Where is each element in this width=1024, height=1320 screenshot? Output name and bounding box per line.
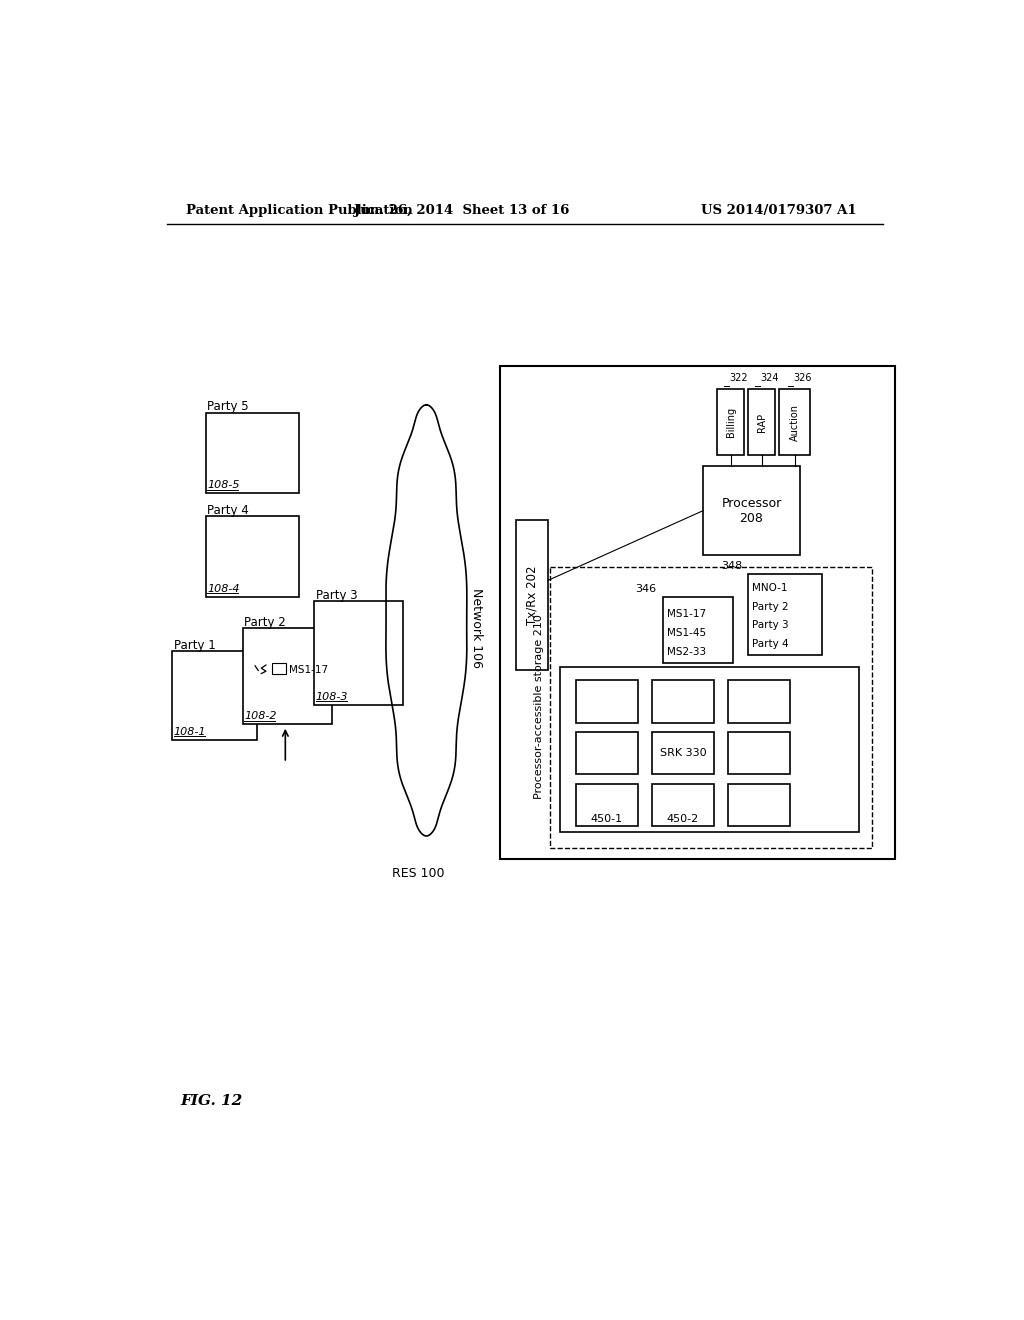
Text: 108-1: 108-1: [174, 727, 206, 737]
Text: 108-2: 108-2: [245, 711, 276, 721]
Text: 108-4: 108-4: [207, 585, 240, 594]
Text: Auction: Auction: [790, 404, 800, 441]
Text: MS1-17: MS1-17: [667, 609, 706, 619]
Bar: [314, 601, 403, 705]
Bar: [550, 566, 872, 847]
Text: Network 106: Network 106: [470, 589, 483, 668]
Text: 324: 324: [760, 374, 778, 383]
Text: MNO-1: MNO-1: [752, 583, 787, 594]
Bar: [728, 681, 790, 723]
Text: Processor-accessible storage 210: Processor-accessible storage 210: [535, 615, 544, 800]
Text: Party 3: Party 3: [315, 589, 357, 602]
Text: Party 1: Party 1: [174, 639, 215, 652]
Bar: [663, 597, 732, 663]
Bar: [560, 667, 859, 832]
Text: RAP: RAP: [757, 413, 767, 432]
Text: Party 2: Party 2: [245, 615, 286, 628]
Text: MS1-45: MS1-45: [667, 628, 706, 638]
Text: MS2-33: MS2-33: [667, 647, 706, 657]
Text: Party 4: Party 4: [207, 504, 249, 517]
Bar: [717, 389, 744, 455]
Text: Processor
208: Processor 208: [721, 496, 781, 524]
Bar: [206, 516, 299, 597]
Text: 348: 348: [721, 561, 742, 572]
Bar: [575, 681, 638, 723]
Bar: [728, 733, 790, 775]
Text: Party 2: Party 2: [752, 602, 788, 612]
Bar: [728, 784, 790, 826]
Text: Party 4: Party 4: [752, 639, 788, 649]
Bar: [652, 784, 714, 826]
Text: 450-1: 450-1: [591, 814, 623, 825]
Bar: [206, 412, 299, 494]
Text: 450-2: 450-2: [667, 814, 699, 825]
Text: Tx/Rx 202: Tx/Rx 202: [525, 566, 539, 626]
Bar: [500, 367, 895, 859]
Bar: [748, 389, 775, 455]
Text: Patent Application Publication: Patent Application Publication: [186, 205, 413, 218]
Text: MS1-17: MS1-17: [289, 665, 329, 675]
Text: Jun. 26, 2014  Sheet 13 of 16: Jun. 26, 2014 Sheet 13 of 16: [353, 205, 569, 218]
Text: 346: 346: [636, 585, 656, 594]
Bar: [703, 466, 800, 554]
Bar: [748, 574, 821, 655]
Bar: [575, 784, 638, 826]
Text: 108-3: 108-3: [315, 692, 348, 702]
Bar: [515, 520, 548, 671]
Text: FIG. 12: FIG. 12: [180, 1094, 243, 1107]
Bar: [652, 681, 714, 723]
Text: Billing: Billing: [726, 407, 735, 437]
Bar: [575, 733, 638, 775]
Bar: [652, 733, 714, 775]
Text: 108-5: 108-5: [207, 480, 240, 490]
Text: 326: 326: [793, 374, 811, 383]
Bar: [172, 651, 257, 739]
Text: 322: 322: [729, 374, 748, 383]
Bar: [243, 628, 332, 725]
Text: US 2014/0179307 A1: US 2014/0179307 A1: [700, 205, 856, 218]
Bar: [779, 389, 810, 455]
Bar: [272, 663, 286, 673]
Text: RES 100: RES 100: [392, 867, 444, 880]
Text: Party 5: Party 5: [207, 400, 249, 413]
Text: Party 3: Party 3: [752, 620, 788, 631]
Text: SRK 330: SRK 330: [659, 748, 707, 758]
